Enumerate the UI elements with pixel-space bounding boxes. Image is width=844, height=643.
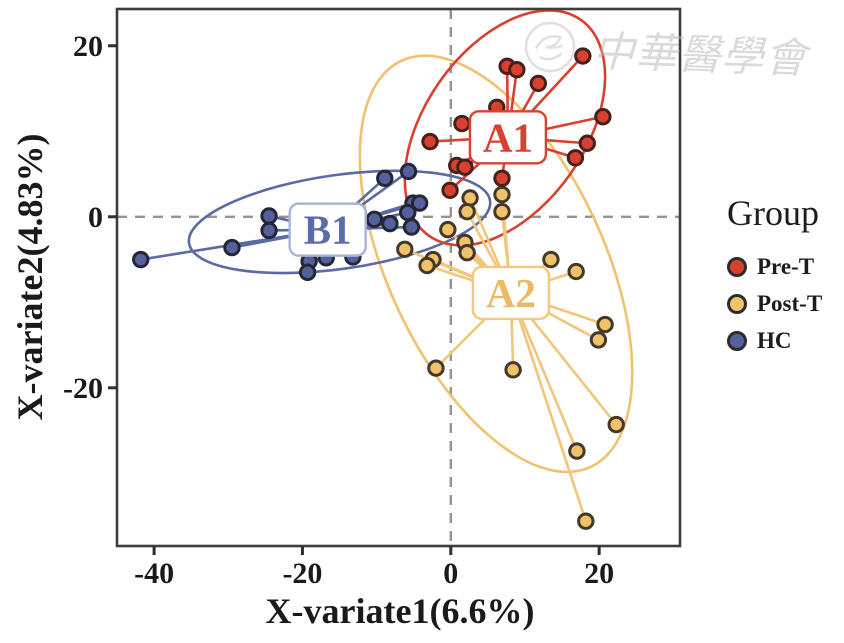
legend-item-hc: HC <box>727 328 822 354</box>
data-point-post-t <box>439 220 457 239</box>
cluster-label-box-a2 <box>471 265 551 321</box>
data-point-pre-t <box>508 61 526 79</box>
data-point-hc <box>402 218 421 236</box>
data-point-pre-t <box>578 134 596 152</box>
cluster-label-a1: A1 <box>483 114 533 160</box>
data-point-hc <box>132 250 150 269</box>
data-point-post-t <box>589 331 608 349</box>
data-point-post-t <box>493 185 511 204</box>
cluster-label-box-a1 <box>468 110 548 165</box>
data-point-post-t <box>458 244 476 262</box>
x-tick-label: -20 <box>282 557 322 590</box>
x-tick-label: -40 <box>134 557 174 590</box>
data-point-post-t <box>607 415 625 434</box>
data-point-hc <box>260 207 278 225</box>
data-point-post-t <box>427 359 445 377</box>
cluster-label-box-b1 <box>288 202 367 257</box>
data-point-hc <box>298 263 317 282</box>
data-point-hc <box>399 162 418 181</box>
data-point-hc <box>260 221 278 240</box>
legend-label: HC <box>757 328 792 353</box>
data-point-pre-t <box>574 47 592 65</box>
data-point-post-t <box>577 512 595 530</box>
y-axis-title: X-variate2(4.83%) <box>10 133 50 421</box>
data-point-post-t <box>396 240 414 258</box>
x-tick-label: 0 <box>443 557 458 590</box>
data-point-hc <box>376 169 394 188</box>
data-point-hc <box>365 210 384 229</box>
data-point-hc <box>223 238 241 257</box>
legend-item-pre-t: Pre-T <box>727 254 822 280</box>
data-point-pre-t <box>529 74 548 93</box>
pre-t-marker-icon <box>727 257 747 277</box>
cluster-label-b1: B1 <box>304 207 352 253</box>
data-point-post-t <box>461 189 479 207</box>
data-point-pre-t <box>453 114 471 133</box>
x-axis-title: X-variate1(6.6%) <box>265 591 535 631</box>
legend-title: Group <box>727 193 819 233</box>
data-point-post-t <box>418 256 436 275</box>
legend-label: Post-T <box>757 291 823 316</box>
legend-label: Pre-T <box>757 254 815 279</box>
plot-frame <box>115 7 682 548</box>
data-point-post-t <box>568 442 586 460</box>
y-tick-label: -20 <box>63 372 103 405</box>
confidence-ellipse-pre-t <box>403 9 607 247</box>
legend: Group Pre-T Post-T HC <box>727 192 822 365</box>
data-point-pre-t <box>566 149 585 167</box>
y-tick-label: 20 <box>73 30 103 63</box>
data-point-pre-t <box>421 132 439 151</box>
data-point-hc <box>410 194 429 212</box>
y-tick-label: 0 <box>88 201 103 234</box>
data-point-pre-t <box>594 108 612 126</box>
post-t-marker-icon <box>727 294 747 314</box>
data-point-post-t <box>567 262 585 281</box>
hc-marker-icon <box>727 331 747 351</box>
data-point-post-t <box>493 202 511 221</box>
cluster-label-a2: A2 <box>486 270 536 316</box>
data-point-hc <box>381 214 399 233</box>
data-point-post-t <box>596 315 614 334</box>
star-line-post-t <box>509 292 588 522</box>
data-point-post-t <box>542 250 560 269</box>
data-point-pre-t <box>441 181 459 199</box>
confidence-ellipse-hc <box>187 169 492 275</box>
legend-item-post-t: Post-T <box>727 291 822 317</box>
data-point-pre-t <box>493 169 511 188</box>
confidence-ellipse-post-t <box>358 54 634 474</box>
data-point-post-t <box>458 202 476 221</box>
data-point-pre-t <box>456 158 474 176</box>
data-point-post-t <box>504 361 522 379</box>
x-tick-label: 20 <box>584 557 614 590</box>
